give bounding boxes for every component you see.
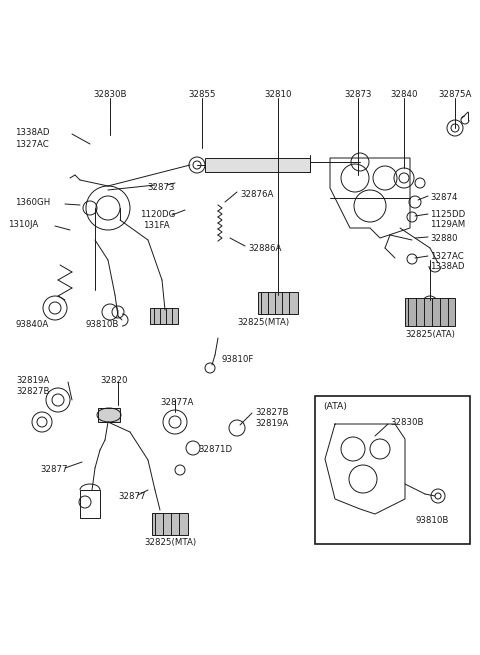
Text: 1360GH: 1360GH <box>15 198 50 207</box>
Text: 32874: 32874 <box>430 193 457 202</box>
Text: 32820: 32820 <box>100 376 128 385</box>
Bar <box>315 396 470 544</box>
Text: 32830B: 32830B <box>390 418 423 427</box>
Text: 32819A: 32819A <box>16 376 49 385</box>
Text: 32825(MTA): 32825(MTA) <box>144 538 196 547</box>
Text: 1338AD: 1338AD <box>15 128 49 137</box>
Text: 1327AC: 1327AC <box>15 140 49 149</box>
Text: 32873: 32873 <box>147 183 175 192</box>
Text: 131FA: 131FA <box>143 221 169 230</box>
Bar <box>152 513 188 535</box>
Text: 32876A: 32876A <box>240 190 274 199</box>
Text: 32886A: 32886A <box>248 244 281 253</box>
Text: 32855: 32855 <box>188 90 216 99</box>
Text: 32877A: 32877A <box>160 398 193 407</box>
Bar <box>205 158 310 172</box>
Text: 1310JA: 1310JA <box>8 220 38 229</box>
Text: 32830B: 32830B <box>93 90 127 99</box>
Bar <box>80 490 100 518</box>
Text: (ATA): (ATA) <box>323 402 347 411</box>
Bar <box>150 308 178 324</box>
Text: 32875A: 32875A <box>438 90 472 99</box>
Text: 93810F: 93810F <box>222 355 254 364</box>
Text: 1129AM: 1129AM <box>430 220 465 229</box>
Text: 32827B: 32827B <box>16 387 49 396</box>
Text: 32810: 32810 <box>264 90 292 99</box>
Text: 93840A: 93840A <box>15 320 48 329</box>
Bar <box>258 292 298 314</box>
Text: 32873: 32873 <box>344 90 372 99</box>
Text: 32871D: 32871D <box>198 445 232 454</box>
Text: 32880: 32880 <box>430 234 457 243</box>
Text: 1125DD: 1125DD <box>430 210 465 219</box>
Text: 93810B: 93810B <box>415 516 448 525</box>
Text: 32877: 32877 <box>40 465 68 474</box>
Text: 1327AC: 1327AC <box>430 252 464 261</box>
Text: 32877: 32877 <box>118 492 145 501</box>
Bar <box>405 298 455 326</box>
Text: 32819A: 32819A <box>255 419 288 428</box>
Bar <box>98 408 120 422</box>
Text: 93810B: 93810B <box>85 320 119 329</box>
Text: 1338AD: 1338AD <box>430 262 465 271</box>
Text: 32840: 32840 <box>390 90 418 99</box>
Text: 32825(MTA): 32825(MTA) <box>237 318 289 327</box>
Text: 1120DG: 1120DG <box>140 210 175 219</box>
Text: 32825(ATA): 32825(ATA) <box>405 330 455 339</box>
Text: 32827B: 32827B <box>255 408 288 417</box>
